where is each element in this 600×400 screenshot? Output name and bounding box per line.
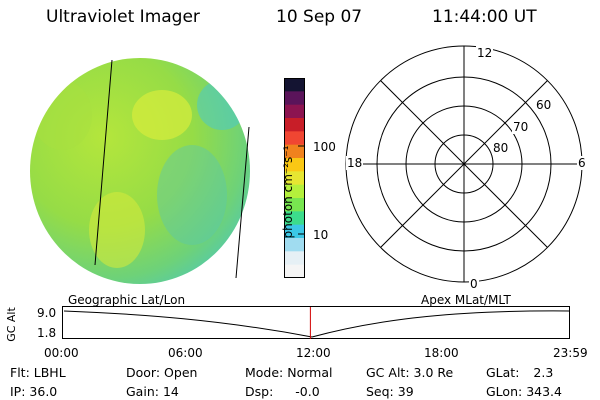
glat-field: GLat: 2.3	[486, 365, 553, 380]
colorbar-band	[284, 131, 305, 146]
colorbar-band	[284, 171, 305, 186]
instrument-title: Ultraviolet Imager	[46, 7, 200, 27]
polar-label-mlt-6: 6	[577, 156, 587, 170]
limb-line	[235, 126, 250, 279]
dsp-label: Dsp:	[245, 384, 274, 399]
polar-label-lat-70: 70	[512, 120, 530, 134]
colorbar-unit-label: photon cm⁻²s⁻¹	[281, 145, 295, 239]
timeline-tick-0600: 06:00	[168, 346, 203, 360]
altitude-curve	[63, 310, 571, 338]
glat-label: GLat:	[486, 365, 520, 380]
colorbar-band	[284, 104, 305, 119]
polar-label-mlt-12: 12	[476, 46, 494, 60]
timeline-ylabel: GC Alt	[4, 307, 18, 342]
dsp-value: -0.0	[295, 384, 320, 399]
colorbar-band	[284, 198, 305, 212]
intensity-colorbar	[284, 78, 305, 278]
polar-label-mlt-0: 0	[469, 277, 479, 291]
mode-field: Mode: Normal	[245, 365, 333, 380]
timeline-tick-1200: 12:00	[296, 346, 331, 360]
terminator-line	[94, 59, 113, 266]
polar-label-lat-80: 80	[492, 141, 510, 155]
colorbar-band	[284, 118, 305, 132]
timeline-tick-1800: 18:00	[424, 346, 459, 360]
altitude-timeline	[62, 306, 571, 339]
timeline-ymax: 9.0	[37, 306, 57, 320]
image-time: 11:44:00 UT	[432, 7, 537, 27]
polar-label-mlt-18: 18	[346, 156, 364, 170]
timeline-tick-2359: 23:59	[553, 346, 588, 360]
colorbar-band	[284, 184, 305, 199]
door-label: Door:	[126, 365, 161, 380]
door-field: Door: Open	[126, 365, 197, 380]
door-value: Open	[164, 365, 198, 380]
seq-label: Seq:	[366, 384, 394, 399]
seq-value: 39	[397, 384, 414, 399]
colorbar-band	[284, 251, 305, 266]
colorbar-band	[284, 144, 305, 159]
gcalt-field: GC Alt: 3.0 Re	[366, 365, 453, 380]
flt-field: Flt: LBHL	[10, 365, 66, 380]
timeline-ymin: 1.8	[37, 326, 57, 340]
glon-field: GLon: 343.4	[486, 384, 562, 399]
colorbar-band	[284, 158, 305, 172]
mode-value: Normal	[287, 365, 333, 380]
image-date: 10 Sep 07	[276, 7, 363, 27]
gain-label: Gain:	[126, 384, 159, 399]
glon-label: GLon:	[486, 384, 523, 399]
colorbar-tick-10: 10	[313, 228, 329, 242]
colorbar-band	[284, 224, 305, 239]
colorbar-band	[284, 211, 305, 226]
timeline-right-header: Apex MLat/MLT	[421, 293, 511, 307]
glon-value: 343.4	[526, 384, 562, 399]
gain-value: 14	[162, 384, 179, 399]
colorbar-band	[284, 264, 305, 278]
polar-label-lat-60: 60	[535, 98, 553, 112]
colorbar-band	[284, 78, 305, 92]
seq-field: Seq: 39	[366, 384, 414, 399]
uv-earth-image	[30, 58, 250, 284]
flt-label: Flt:	[10, 365, 30, 380]
flt-value: LBHL	[33, 365, 66, 380]
gain-field: Gain: 14	[126, 384, 179, 399]
ip-value: 36.0	[29, 384, 58, 399]
colorbar-band	[284, 238, 305, 252]
mode-label: Mode:	[245, 365, 284, 380]
colorbar-tick-100: 100	[313, 140, 336, 154]
polar-mlt-plot	[345, 45, 583, 283]
ip-field: IP: 36.0	[10, 384, 57, 399]
timeline-tick-0000: 00:00	[44, 346, 79, 360]
ip-label: IP:	[10, 384, 26, 399]
glat-value: 2.3	[533, 365, 554, 380]
gcalt-label: GC Alt:	[366, 365, 410, 380]
colorbar-band	[284, 91, 305, 106]
timeline-left-header: Geographic Lat/Lon	[68, 293, 186, 307]
dsp-field: Dsp: -0.0	[245, 384, 320, 399]
gcalt-value: 3.0 Re	[413, 365, 454, 380]
